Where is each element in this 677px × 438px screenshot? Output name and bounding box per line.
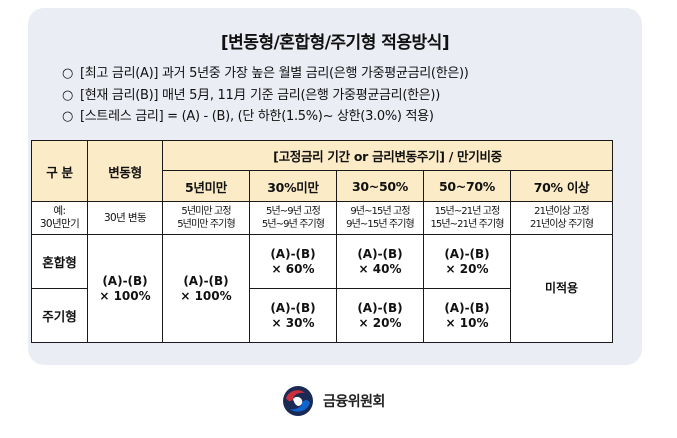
example-label: 예: 30년만기 <box>31 201 88 235</box>
example-line: 21년이상 주기형 <box>530 219 594 230</box>
value-cell: (A)-(B) × 60% <box>249 234 337 289</box>
row-label-periodic: 주기형 <box>31 288 88 343</box>
value-ratio: × 100% <box>180 288 232 303</box>
value-ratio: × 20% <box>358 315 402 330</box>
fixed-group-header: [고정금리 기간 or 금리변동주기] / 만기비중 <box>161 140 614 171</box>
example-line: 5년~9년 주기형 <box>261 219 325 230</box>
value-ratio: × 60% <box>271 261 315 276</box>
row-label-mixed: 혼합형 <box>31 234 88 289</box>
bullet-text: [현재 금리(B)] 매년 5月, 11月 기준 금리(은행 가중평균금리(한은… <box>80 87 440 103</box>
bullet-mark: ○ <box>62 109 74 124</box>
example-cell: 5년미만 고정 5년미만 주기형 <box>162 201 250 235</box>
example-line: 9년~15년 고정 <box>350 206 410 217</box>
example-label-line: 예: <box>53 205 67 217</box>
bullet-text: [스트레스 금리] = (A) - (B), (단 하한(1.5%)~ 상한(3… <box>80 109 434 124</box>
under5-value-cell: (A)-(B) × 100% <box>162 234 250 343</box>
stress-rate-table: 구 분 변동형 [고정금리 기간 or 금리변동주기] / 만기비중 5년미만 … <box>31 140 614 343</box>
example-line: 15년~21년 고정 <box>434 206 501 217</box>
value-ratio: × 100% <box>99 288 151 303</box>
value-cell: (A)-(B) × 20% <box>336 288 424 343</box>
example-cell: 21년이상 고정 21년이상 주기형 <box>509 201 614 235</box>
value-cell: (A)-(B) × 40% <box>336 234 424 289</box>
bullet-mark: ○ <box>62 87 74 103</box>
value-formula: (A)-(B) <box>357 246 403 261</box>
value-ratio: × 10% <box>445 315 489 330</box>
variable-value-cell: (A)-(B) × 100% <box>87 234 163 343</box>
col-header-30-50: 30~50% <box>336 170 424 202</box>
example-line: 5년미만 고정 <box>181 206 231 217</box>
org-name: 금융위원회 <box>323 394 385 410</box>
value-cell: (A)-(B) × 10% <box>423 288 511 343</box>
col-header-50-70: 50~70% <box>423 170 511 202</box>
example-cell: 5년~9년 고정 5년~9년 주기형 <box>249 201 337 235</box>
value-formula: (A)-(B) <box>102 273 148 288</box>
footer-logo: 금융위원회 <box>282 384 385 418</box>
value-formula: (A)-(B) <box>444 246 490 261</box>
example-variable: 30년 변동 <box>87 201 163 235</box>
value-formula: (A)-(B) <box>270 246 316 261</box>
example-line: 5년미만 주기형 <box>177 219 235 230</box>
corner-header: 구 분 <box>31 140 88 202</box>
page-title: [변동형/혼합형/주기형 적용방식] <box>220 33 450 53</box>
bullet-list: ○ [최고 금리(A)] 과거 5년중 가장 높은 월별 금리(은행 가중평균금… <box>62 63 622 128</box>
example-line: 9년~15년 주기형 <box>346 219 415 230</box>
example-line: 21년이상 고정 <box>534 206 590 217</box>
bullet-current-rate: ○ [현재 금리(B)] 매년 5月, 11月 기준 금리(은행 가중평균금리(… <box>62 85 622 107</box>
not-applied-cell: 미적용 <box>509 234 614 343</box>
example-line: 5년~9년 고정 <box>266 206 321 217</box>
col-header-under30: 30%미만 <box>249 170 337 202</box>
bullet-mark: ○ <box>62 66 74 81</box>
value-ratio: × 20% <box>445 261 489 276</box>
example-line: 15년~21년 주기형 <box>430 219 504 230</box>
bullet-max-rate: ○ [최고 금리(A)] 과거 5년중 가장 높은 월별 금리(은행 가중평균금… <box>62 63 622 85</box>
value-formula: (A)-(B) <box>183 273 229 288</box>
variable-header: 변동형 <box>87 140 163 202</box>
value-formula: (A)-(B) <box>444 300 490 315</box>
col-header-under5: 5년미만 <box>162 170 250 202</box>
value-ratio: × 40% <box>358 261 402 276</box>
value-ratio: × 30% <box>271 315 315 330</box>
value-cell: (A)-(B) × 30% <box>249 288 337 343</box>
value-formula: (A)-(B) <box>357 300 403 315</box>
fsc-emblem-icon <box>283 386 313 416</box>
col-header-70plus: 70% 이상 <box>509 170 614 202</box>
example-cell: 9년~15년 고정 9년~15년 주기형 <box>336 201 424 235</box>
value-formula: (A)-(B) <box>270 300 316 315</box>
bullet-text: [최고 금리(A)] 과거 5년중 가장 높은 월별 금리(은행 가중평균금리(… <box>80 66 469 81</box>
value-cell: (A)-(B) × 20% <box>423 234 511 289</box>
bullet-stress-rate: ○ [스트레스 금리] = (A) - (B), (단 하한(1.5%)~ 상한… <box>62 106 622 128</box>
example-cell: 15년~21년 고정 15년~21년 주기형 <box>423 201 511 235</box>
example-label-line: 30년만기 <box>39 218 80 230</box>
